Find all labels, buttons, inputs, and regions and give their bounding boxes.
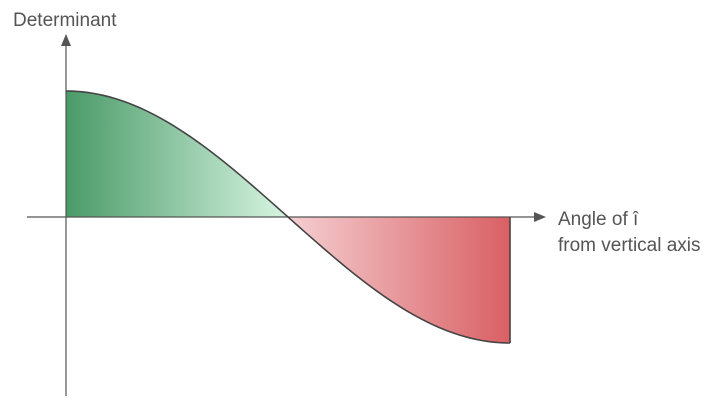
x-axis-label-line-1: Angle of î (558, 209, 639, 230)
x-axis-label-line-2: from vertical axis (558, 235, 701, 256)
y-axis-label: Determinant (13, 10, 117, 31)
determinant-curve (65, 90, 511, 344)
negative-area (288, 217, 510, 343)
positive-area (66, 91, 288, 217)
